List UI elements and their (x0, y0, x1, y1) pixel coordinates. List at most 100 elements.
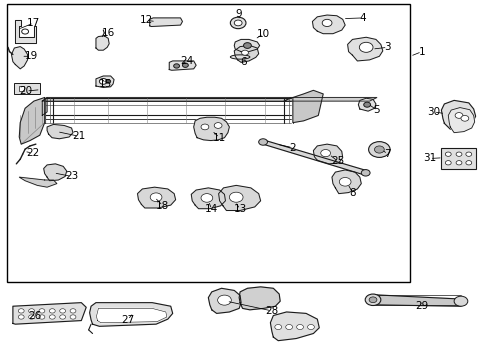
Circle shape (234, 20, 242, 26)
Ellipse shape (230, 55, 250, 59)
Text: 30: 30 (427, 107, 440, 117)
Circle shape (308, 324, 315, 329)
Polygon shape (42, 98, 47, 116)
Circle shape (150, 193, 162, 202)
Polygon shape (15, 21, 36, 43)
Circle shape (365, 294, 381, 306)
Circle shape (339, 177, 351, 186)
Polygon shape (358, 98, 376, 111)
Circle shape (321, 149, 331, 157)
Polygon shape (19, 177, 57, 187)
Text: 11: 11 (213, 133, 226, 143)
Circle shape (368, 141, 390, 157)
Text: 29: 29 (415, 301, 428, 311)
Circle shape (259, 139, 268, 145)
Text: 13: 13 (234, 204, 247, 215)
Circle shape (322, 19, 332, 27)
Polygon shape (97, 309, 167, 323)
Circle shape (18, 309, 24, 313)
Polygon shape (191, 188, 225, 209)
Text: 12: 12 (140, 15, 153, 26)
Text: 23: 23 (65, 171, 78, 181)
Circle shape (28, 309, 34, 313)
Text: 18: 18 (156, 201, 170, 211)
Text: 3: 3 (384, 42, 391, 52)
Text: 19: 19 (24, 51, 38, 61)
Circle shape (466, 152, 472, 156)
Circle shape (456, 152, 462, 156)
Polygon shape (44, 164, 67, 181)
Polygon shape (314, 144, 343, 164)
Polygon shape (448, 108, 475, 133)
Text: 8: 8 (349, 188, 356, 198)
Polygon shape (332, 170, 361, 194)
Circle shape (70, 315, 76, 319)
Circle shape (374, 146, 384, 153)
Polygon shape (313, 15, 345, 34)
Circle shape (461, 116, 469, 121)
Bar (6, 4, 410, 282)
Circle shape (230, 17, 246, 29)
Bar (19, 86, 24, 91)
Text: 28: 28 (265, 306, 278, 316)
Polygon shape (372, 295, 463, 306)
Text: 16: 16 (101, 28, 115, 38)
Circle shape (454, 296, 468, 306)
Text: 7: 7 (384, 149, 391, 159)
Circle shape (364, 102, 370, 107)
Text: 6: 6 (241, 57, 247, 67)
Text: 1: 1 (418, 46, 425, 57)
Text: 9: 9 (236, 9, 243, 19)
Polygon shape (96, 36, 109, 50)
Polygon shape (150, 18, 182, 27)
Text: 26: 26 (28, 311, 42, 320)
Text: 21: 21 (72, 131, 85, 141)
Circle shape (275, 324, 282, 329)
Circle shape (296, 324, 303, 329)
Text: 25: 25 (331, 156, 344, 166)
Circle shape (445, 152, 451, 156)
Circle shape (39, 315, 45, 319)
Circle shape (22, 29, 28, 34)
Circle shape (99, 78, 107, 84)
Circle shape (173, 64, 179, 68)
Circle shape (49, 315, 55, 319)
Polygon shape (441, 100, 476, 129)
Polygon shape (261, 140, 368, 175)
Circle shape (49, 309, 55, 313)
Polygon shape (19, 98, 45, 144)
Text: 17: 17 (27, 18, 41, 28)
Text: 4: 4 (360, 13, 367, 23)
Polygon shape (13, 303, 86, 324)
Polygon shape (234, 40, 260, 51)
Polygon shape (347, 37, 383, 61)
Circle shape (106, 80, 111, 83)
Circle shape (70, 309, 76, 313)
Polygon shape (239, 287, 280, 310)
Circle shape (466, 161, 472, 165)
Text: 22: 22 (26, 148, 39, 158)
Polygon shape (293, 90, 323, 123)
Text: 15: 15 (99, 79, 112, 89)
Circle shape (214, 123, 222, 129)
Text: 10: 10 (257, 29, 270, 39)
Circle shape (445, 161, 451, 165)
Polygon shape (194, 117, 229, 140)
Polygon shape (169, 61, 196, 70)
Polygon shape (284, 98, 377, 101)
Text: 5: 5 (373, 105, 380, 115)
Text: 27: 27 (121, 315, 134, 325)
Circle shape (18, 315, 24, 319)
Circle shape (369, 297, 377, 303)
Text: 14: 14 (205, 204, 219, 215)
Circle shape (456, 161, 462, 165)
Circle shape (361, 170, 370, 176)
Text: 20: 20 (20, 86, 33, 96)
Circle shape (60, 315, 66, 319)
Circle shape (60, 309, 66, 313)
Circle shape (455, 113, 463, 118)
Circle shape (39, 309, 45, 313)
Circle shape (28, 315, 34, 319)
Polygon shape (208, 288, 241, 314)
Polygon shape (47, 125, 73, 139)
